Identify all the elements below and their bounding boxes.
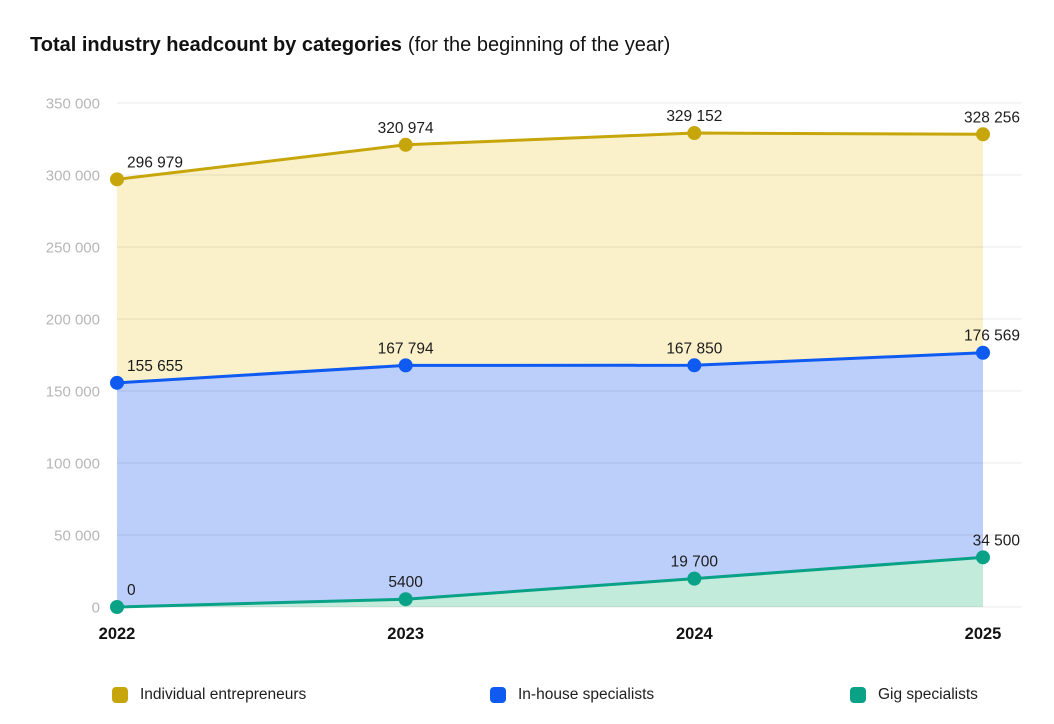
data-point-label: 296 979 xyxy=(127,154,183,171)
data-point-label: 19 700 xyxy=(671,554,719,571)
legend-label: Individual entrepreneurs xyxy=(140,686,307,703)
data-point-label: 320 974 xyxy=(378,120,434,137)
y-axis-tick-label: 300 000 xyxy=(46,168,100,185)
data-point-label: 5400 xyxy=(388,574,423,591)
x-axis-label: 2022 xyxy=(99,625,136,643)
data-point-marker xyxy=(687,571,702,586)
series-line-2 xyxy=(115,351,985,385)
legend-item-gig-specialists[interactable]: Gig specialists xyxy=(850,686,978,704)
x-axis-label: 2025 xyxy=(965,625,1002,643)
data-point-marker xyxy=(687,126,702,141)
data-point-marker xyxy=(398,137,413,152)
x-axis-label: 2024 xyxy=(676,625,714,643)
legend-item-in-house-specialists[interactable]: In-house specialists xyxy=(490,686,654,704)
chart-title-subtitle: (for the beginning of the year) xyxy=(407,34,671,56)
legend-swatch-icon xyxy=(112,687,128,703)
y-axis-tick-label: 200 000 xyxy=(46,312,100,329)
data-point-label: 329 152 xyxy=(666,108,722,125)
series-area-3 xyxy=(117,557,983,607)
data-point-marker xyxy=(687,358,702,373)
data-point-marker xyxy=(110,172,124,187)
chart-title-main: Total industry headcount by categories xyxy=(30,34,402,56)
data-point-label: 0 xyxy=(127,582,136,599)
y-axis-tick-label: 250 000 xyxy=(46,240,100,257)
data-point-marker xyxy=(976,345,990,360)
data-point-marker xyxy=(976,127,990,142)
series-line-3 xyxy=(115,555,985,609)
y-axis-tick-label: 150 000 xyxy=(46,384,100,401)
data-point-marker xyxy=(398,592,413,607)
series-line-1 xyxy=(115,131,985,181)
legend-item-individual-entrepreneurs[interactable]: Individual entrepreneurs xyxy=(112,686,306,704)
data-point-label: 167 850 xyxy=(666,340,722,357)
y-axis-tick-label: 350 000 xyxy=(46,96,100,113)
data-point-label: 155 655 xyxy=(127,358,183,375)
legend-swatch-icon xyxy=(850,687,866,703)
data-point-marker xyxy=(976,550,990,565)
data-point-marker xyxy=(110,375,124,390)
legend-label: In-house specialists xyxy=(518,686,655,703)
x-axis-label: 2023 xyxy=(387,625,424,643)
y-axis-tick-label: 0 xyxy=(92,600,100,617)
legend-swatch-icon xyxy=(490,687,506,703)
data-point-label: 176 569 xyxy=(964,328,1020,345)
data-point-marker xyxy=(398,358,413,373)
data-point-label: 34 500 xyxy=(973,532,1021,549)
series-area-2 xyxy=(117,352,983,607)
data-point-label: 167 794 xyxy=(378,340,434,357)
y-axis-tick-label: 100 000 xyxy=(46,456,100,473)
legend-label: Gig specialists xyxy=(878,686,978,703)
chart-title: Total industry headcount by categories (f… xyxy=(30,31,670,59)
data-point-label: 328 256 xyxy=(964,109,1020,126)
data-point-marker xyxy=(110,600,124,614)
y-axis-tick-label: 50 000 xyxy=(54,528,100,545)
